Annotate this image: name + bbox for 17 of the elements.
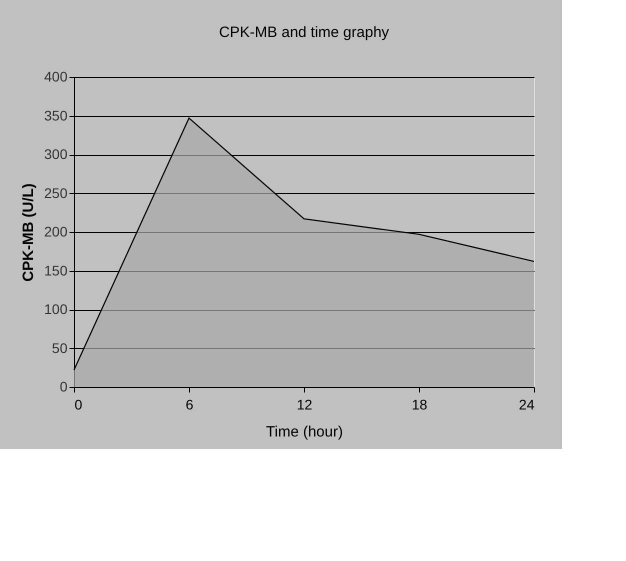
x-tick-label: 24	[518, 396, 535, 412]
y-tick-label: 350	[44, 107, 68, 124]
x-tick-label: 6	[186, 396, 194, 412]
y-tick-label: 250	[44, 184, 68, 201]
y-tick-label: 300	[44, 146, 68, 162]
y-tick-label: 400	[44, 68, 68, 84]
y-tick-label: 100	[44, 301, 68, 317]
y-axis-title: CPK-MB (U/L)	[20, 183, 38, 282]
y-tick-label: 200	[44, 224, 68, 240]
x-tick-label: 18	[412, 396, 428, 412]
x-axis-title: Time (hour)	[266, 424, 343, 440]
x-tick-label: 12	[296, 396, 312, 412]
y-tick-label: 0	[60, 378, 68, 394]
y-tick-label: 50	[52, 340, 68, 356]
y-tick-label: 150	[44, 262, 68, 278]
chart-title: CPK-MB and time graphy	[218, 24, 390, 41]
x-tick-label: 0	[74, 396, 82, 412]
